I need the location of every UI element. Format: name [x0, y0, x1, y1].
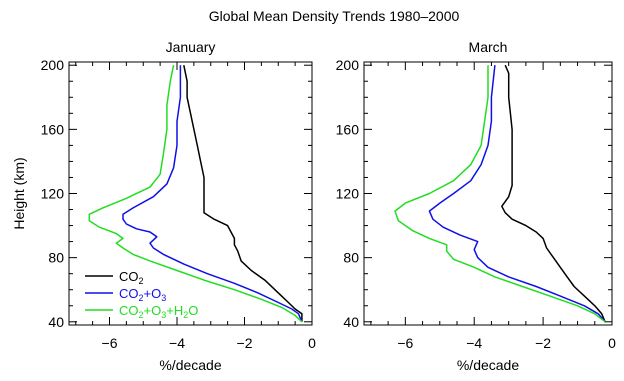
y-tick-label: 160 [41, 121, 65, 137]
y-tick-label: 200 [41, 57, 65, 73]
legend-label: CO2+O3 [119, 286, 166, 303]
plot-frame [68, 61, 313, 326]
series-line-1 [183, 65, 303, 322]
series-line-3 [394, 65, 606, 323]
y-tick-label: 160 [336, 121, 360, 137]
y-tick-label: 80 [343, 250, 359, 266]
x-tick-label: −6 [102, 335, 118, 351]
series-line-2 [428, 65, 606, 323]
y-tick-label: 80 [48, 250, 64, 266]
x-tick-label: −4 [466, 335, 482, 351]
y-tick-label: 120 [41, 186, 65, 202]
x-tick-label: −2 [237, 335, 253, 351]
x-tick-label: −2 [535, 335, 551, 351]
y-tick-label: 40 [48, 314, 64, 330]
y-tick-label: 40 [343, 314, 359, 330]
series-line-2 [122, 65, 303, 323]
legend-label: CO2 [119, 269, 144, 286]
x-tick-label: 0 [608, 335, 616, 351]
series-line-1 [501, 64, 606, 323]
x-axis-label: %/decade [457, 357, 519, 373]
panel-title: January [166, 39, 216, 55]
x-tick-label: 0 [308, 335, 316, 351]
series-line-3 [88, 65, 303, 323]
x-axis-label: %/decade [159, 357, 221, 373]
figure-title: Global Mean Density Trends 1980–2000 [209, 8, 460, 24]
legend-label: CO2+O3+H2O [119, 303, 198, 320]
y-tick-label: 200 [336, 57, 360, 73]
chart-panel-1: January −6 −4 −2 0 40 80 120 160 200 %/decade Heigh… [11, 39, 316, 373]
y-tick-label: 120 [336, 186, 360, 202]
panels: January −6 −4 −2 0 40 80 120 160 200 %/decade Heigh… [11, 39, 616, 373]
chart-panel-2: March −6 −4 −2 0 40 80 120 160 200 %/decade [336, 39, 616, 373]
y-axis-label: Height (km) [11, 157, 27, 229]
x-tick-label: −4 [169, 335, 185, 351]
panel-title: March [469, 39, 508, 55]
x-tick-label: −6 [397, 335, 413, 351]
